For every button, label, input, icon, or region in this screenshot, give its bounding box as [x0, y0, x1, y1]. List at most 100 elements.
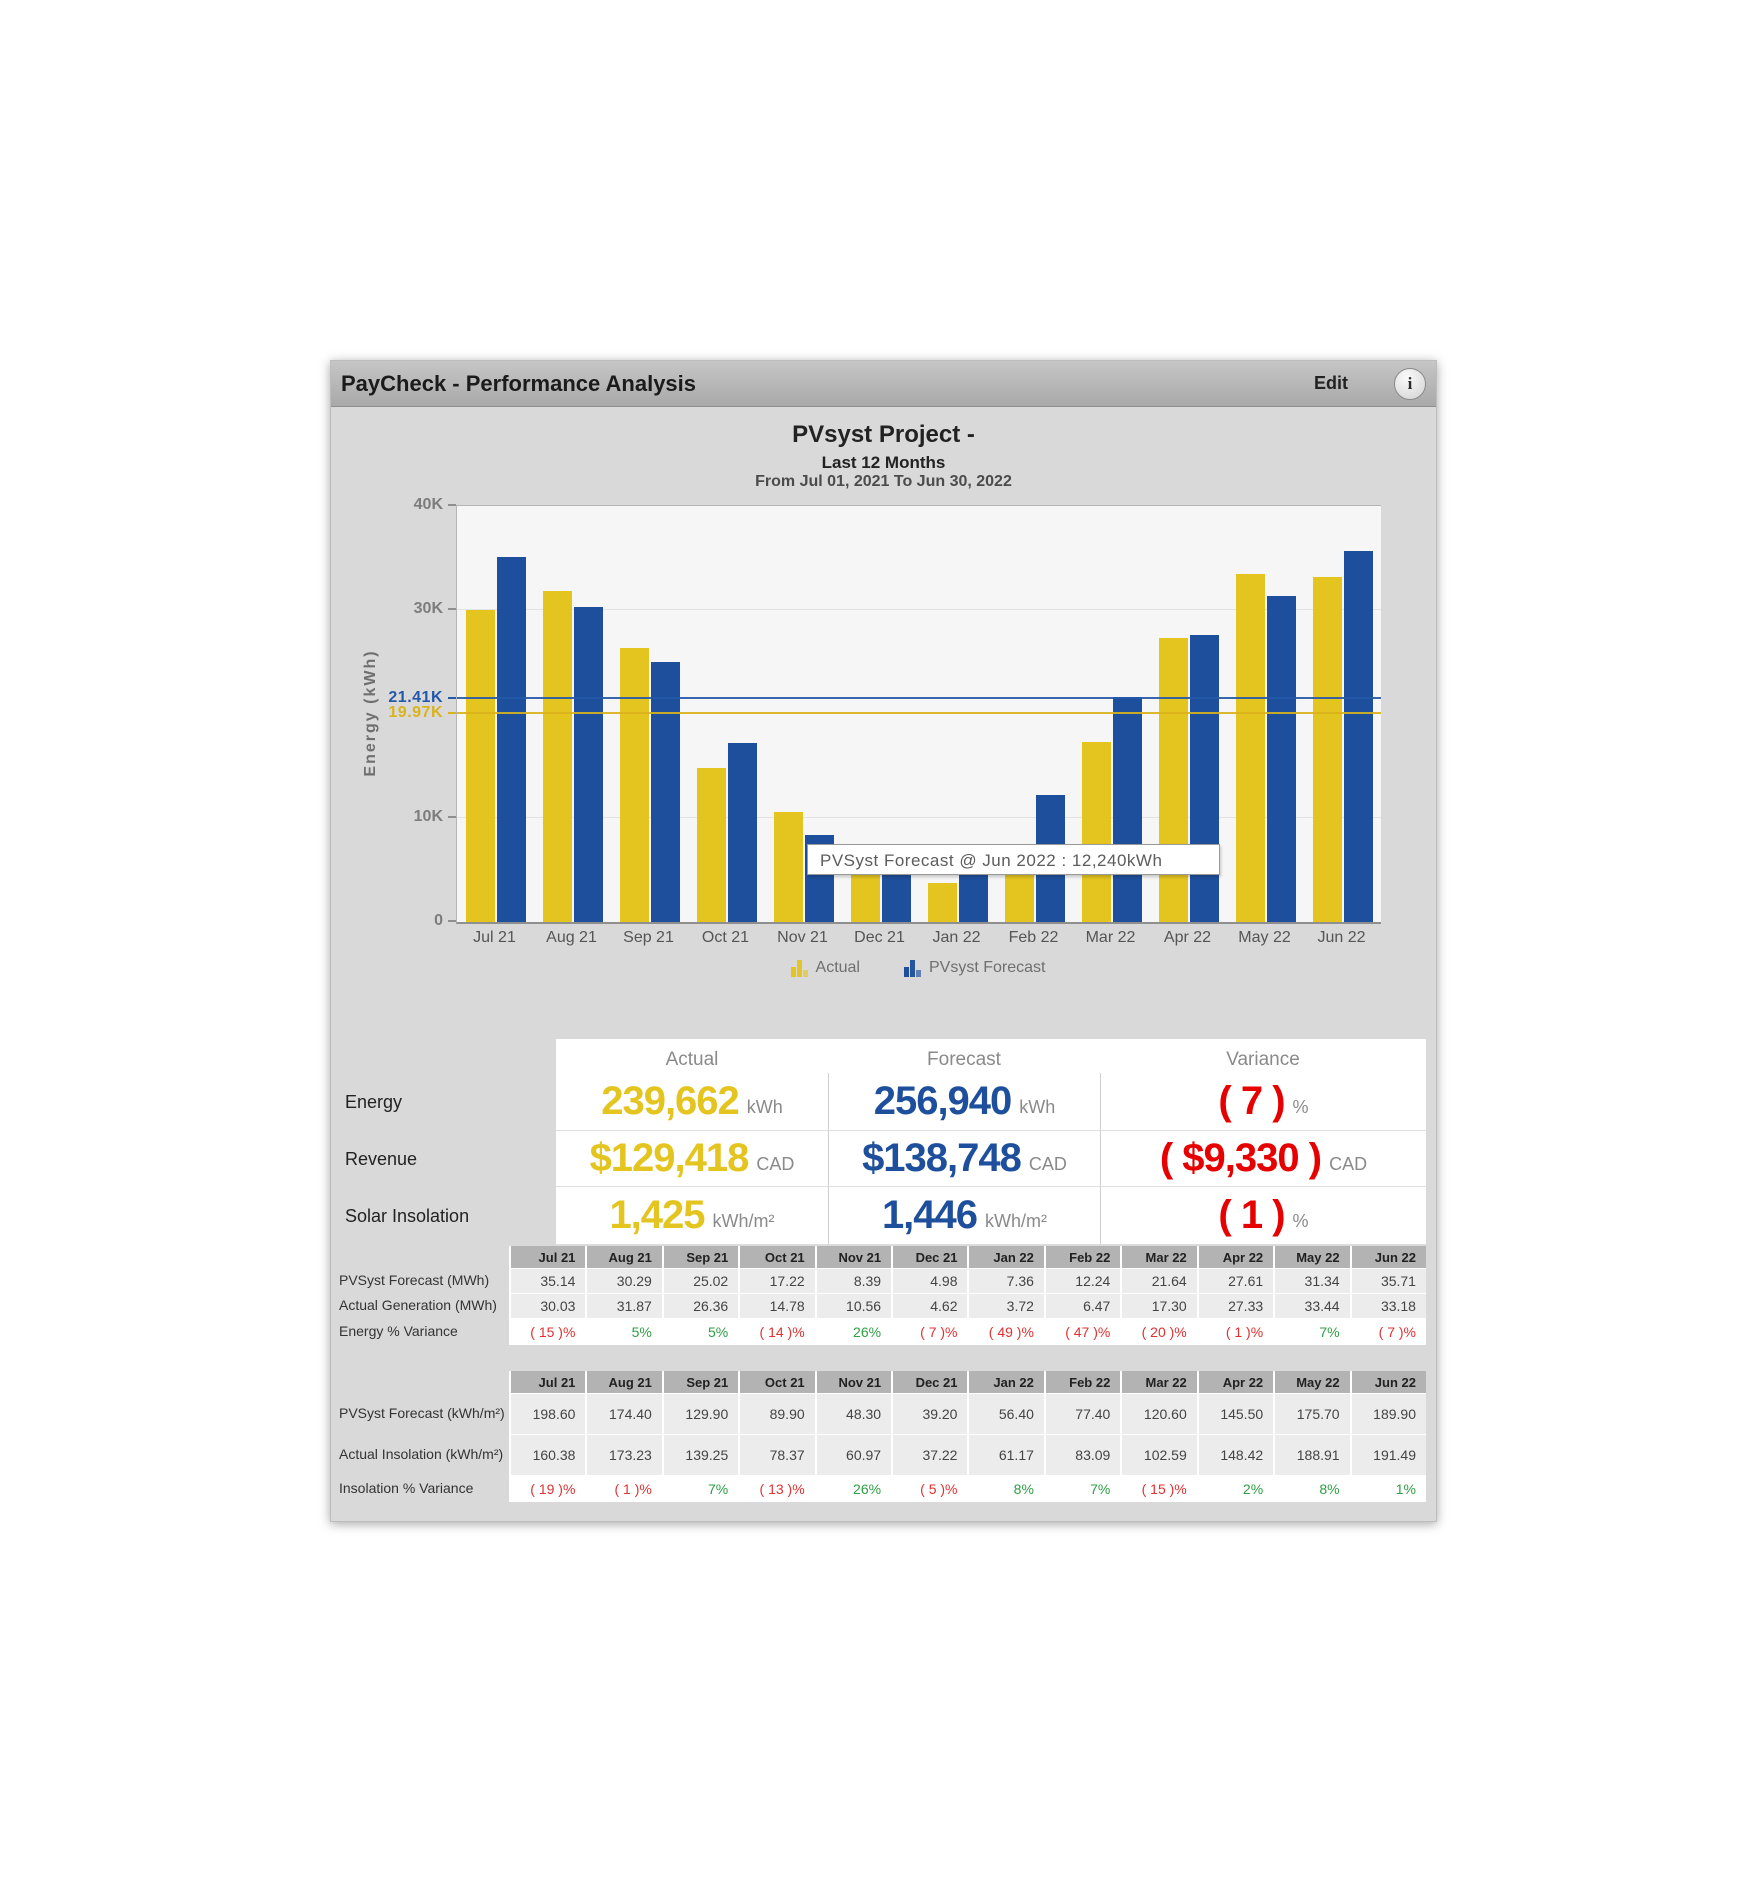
actual-bar[interactable]: [927, 883, 957, 922]
table-cell: ( 5 )%: [893, 1476, 968, 1502]
table-cell: 31.34: [1275, 1269, 1350, 1293]
summary-table: Actual Forecast Variance Energy 239,662 …: [345, 1039, 1426, 1245]
reference-line-label: 19.97K: [388, 704, 443, 722]
month-column-header: Aug 21: [587, 1246, 662, 1268]
summary-row-label-energy: Energy: [345, 1091, 403, 1112]
reference-line-label: 21.41K: [388, 689, 443, 707]
month-column-header: Sep 21: [663, 1371, 739, 1393]
chart-subtitle: Last 12 Months: [821, 453, 946, 472]
table-cell: 39.20: [893, 1394, 968, 1434]
month-column-header: Jun 22: [1351, 1246, 1426, 1268]
table-row-label: Energy % Variance: [339, 1323, 458, 1340]
actual-bar[interactable]: [1081, 742, 1111, 922]
table-cell: 27.61: [1198, 1269, 1274, 1293]
summary-column-header-forecast: Forecast: [828, 1039, 1100, 1073]
pvsyst-forecast-bar[interactable]: [1266, 596, 1296, 922]
table-cell: ( 49 )%: [969, 1319, 1044, 1345]
summary-column-header-actual: Actual: [556, 1039, 828, 1073]
legend-item-actual[interactable]: Actual: [790, 959, 860, 977]
table-cell: 3.72: [969, 1294, 1044, 1318]
table-cell: 5%: [587, 1319, 662, 1345]
table-cell: 33.44: [1275, 1294, 1350, 1318]
bar-group-dec-21: [842, 506, 919, 922]
actual-bar[interactable]: [619, 647, 649, 922]
month-column-header: May 22: [1275, 1246, 1350, 1268]
pvsyst-forecast-bar[interactable]: [1343, 550, 1373, 922]
month-column-header: Nov 21: [816, 1371, 892, 1393]
month-column-header: Jan 22: [969, 1246, 1044, 1268]
insolation-monthly-table: Jul 21 Aug 21 Sep 21 Oct 21 Nov 21 Dec 21 Jan …: [339, 1371, 1426, 1502]
table-cell: 10.56: [816, 1294, 892, 1318]
x-axis-label: Nov 21: [777, 929, 828, 946]
table-cell: 21.64: [1122, 1269, 1197, 1293]
value-number: $129,418: [589, 1136, 750, 1180]
table-cell: 174.40: [587, 1394, 662, 1434]
table-row-label: Insolation % Variance: [339, 1480, 474, 1497]
table-cell: 6.47: [1045, 1294, 1121, 1318]
x-axis-label: May 22: [1238, 929, 1291, 946]
table-cell: 4.98: [893, 1269, 968, 1293]
y-axis-tick: [448, 816, 456, 818]
widget-title: PayCheck - Performance Analysis: [341, 370, 697, 396]
widget-title-bar: PayCheck - Performance Analysis Edit i: [331, 361, 1436, 407]
table-cell: 48.30: [816, 1394, 892, 1434]
value-number: 239,662: [601, 1079, 740, 1123]
pvsyst-forecast-bar[interactable]: [1189, 634, 1219, 922]
value-unit: CAD: [1329, 1154, 1368, 1174]
actual-bar[interactable]: [850, 873, 880, 922]
pvsyst-forecast-bar[interactable]: [727, 742, 757, 922]
bar-group-oct-21: [688, 506, 765, 922]
table-cell: 7%: [663, 1476, 739, 1502]
table-cell: ( 1 )%: [587, 1476, 662, 1502]
actual-bar[interactable]: [1235, 574, 1265, 922]
pvsyst-forecast-bar[interactable]: [650, 661, 680, 922]
actual-bar[interactable]: [542, 590, 572, 922]
info-icon[interactable]: i: [1394, 367, 1426, 400]
value-unit: CAD: [1028, 1154, 1067, 1174]
y-axis-labels: 40K 30K 10K 0 21.41K 19.97K: [331, 496, 449, 929]
legend-item-forecast[interactable]: PVsyst Forecast: [903, 959, 1045, 977]
actual-bar[interactable]: [1158, 637, 1188, 922]
pvsyst-forecast-bar[interactable]: [496, 556, 526, 922]
bar-series-container: [457, 506, 1381, 922]
x-axis-label: Sep 21: [623, 929, 674, 946]
table-cell: 89.90: [740, 1394, 815, 1434]
pvsyst-forecast-bar[interactable]: [1112, 696, 1142, 922]
edit-button[interactable]: Edit: [1314, 373, 1348, 393]
actual-bar[interactable]: [773, 812, 803, 922]
actual-bar[interactable]: [1312, 576, 1342, 922]
paycheck-widget: PayCheck - Performance Analysis Edit i P…: [330, 360, 1437, 1522]
value-number: 1,446: [881, 1193, 978, 1237]
x-axis-label: Mar 22: [1085, 929, 1136, 946]
month-column-header: Sep 21: [663, 1246, 739, 1268]
table-cell: 37.22: [893, 1435, 968, 1475]
y-axis-tick: [448, 920, 456, 922]
table-cell: ( 13 )%: [740, 1476, 815, 1502]
summary-column-header-variance: Variance: [1100, 1039, 1426, 1073]
value-unit: %: [1292, 1211, 1309, 1231]
bar-group-jul-21: [457, 506, 534, 922]
month-column-header: Jan 22: [969, 1371, 1044, 1393]
x-axis-label: Jul 21: [473, 929, 516, 946]
table-cell: 188.91: [1275, 1435, 1350, 1475]
gridline: [457, 817, 1381, 818]
table-cell: 33.18: [1351, 1294, 1426, 1318]
table-cell: ( 7 )%: [893, 1319, 968, 1345]
table-cell: 120.60: [1122, 1394, 1197, 1434]
bar-group-jun-22: [1304, 506, 1381, 922]
table-cell: 25.02: [663, 1269, 739, 1293]
pvsyst-forecast-bar[interactable]: [573, 606, 603, 922]
table-cell: 83.09: [1045, 1435, 1121, 1475]
table-cell: ( 20 )%: [1122, 1319, 1197, 1345]
insolation-actual-value: 1,425 kWh/m²: [556, 1187, 828, 1245]
pvsyst-forecast-bar[interactable]: [881, 870, 911, 922]
table-cell: 77.40: [1045, 1394, 1121, 1434]
month-column-header: Feb 22: [1045, 1246, 1121, 1268]
table-cell: 60.97: [816, 1435, 892, 1475]
y-axis-tick-label: 0: [434, 912, 443, 929]
revenue-actual-value: $129,418 CAD: [556, 1131, 828, 1187]
energy-monthly-table: Jul 21 Aug 21 Sep 21 Oct 21 Nov 21 Dec 21 Jan …: [339, 1246, 1426, 1345]
actual-bar[interactable]: [465, 609, 495, 922]
table-cell: 17.30: [1122, 1294, 1197, 1318]
actual-bar[interactable]: [696, 768, 726, 922]
